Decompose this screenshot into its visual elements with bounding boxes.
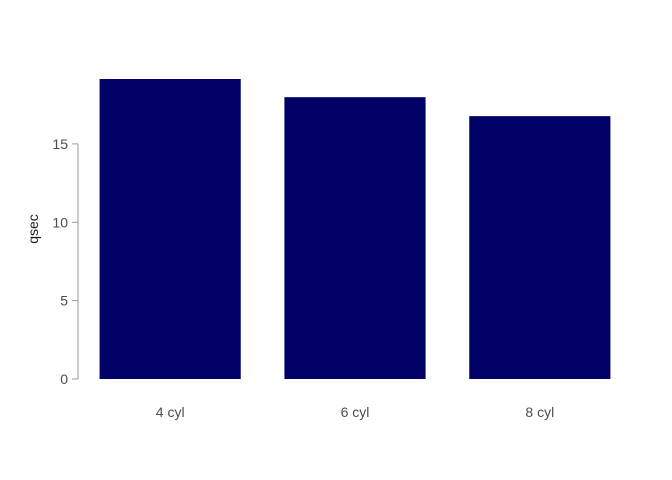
x-axis-labels: 4 cyl 6 cyl 8 cyl [156, 404, 554, 420]
y-tick-label: 5 [60, 293, 68, 309]
y-tick-label: 15 [52, 136, 68, 152]
x-tick-label: 6 cyl [341, 404, 370, 420]
bar-4-cyl [99, 79, 241, 379]
y-axis-label: qsec [25, 214, 41, 244]
x-tick-label: 8 cyl [525, 404, 554, 420]
bars [99, 79, 611, 379]
x-tick-label: 4 cyl [156, 404, 185, 420]
y-tick-label: 0 [60, 371, 68, 387]
y-axis: 0 5 10 15 [52, 136, 79, 387]
y-tick-label: 10 [52, 214, 68, 230]
bar-8-cyl [469, 116, 611, 379]
bar-6-cyl [284, 97, 426, 379]
